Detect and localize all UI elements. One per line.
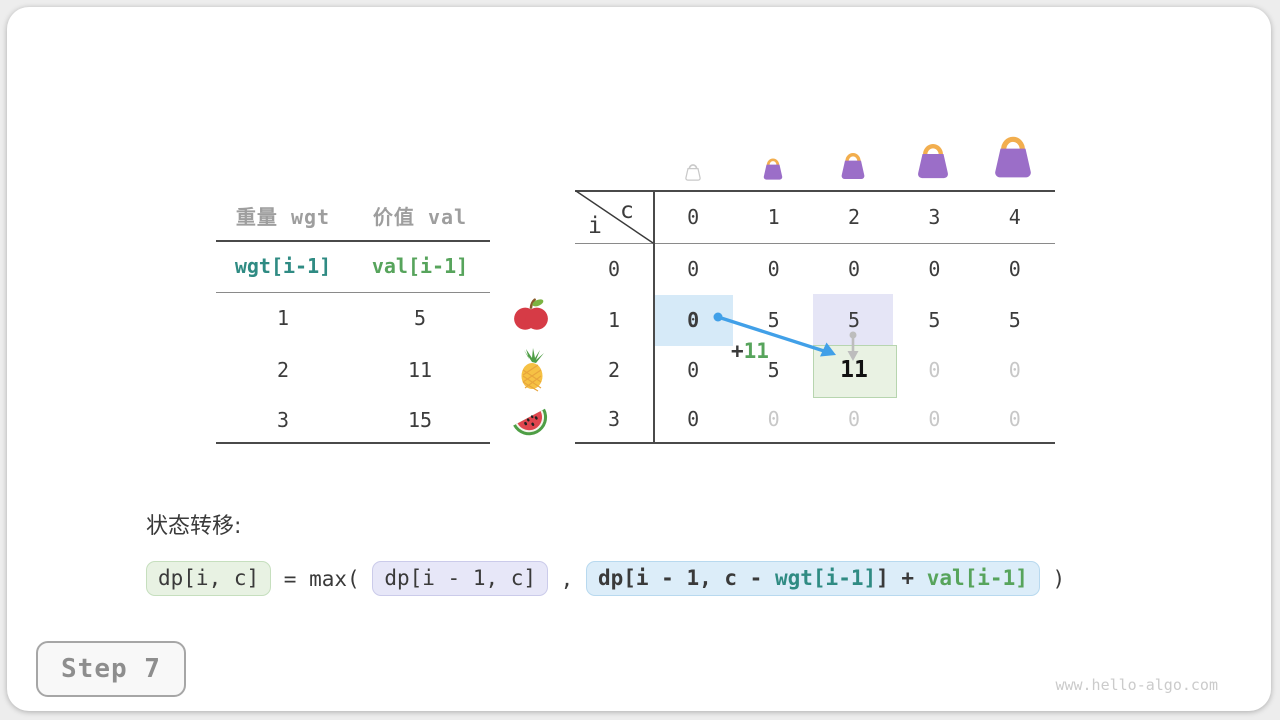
formula-close-paren: ) bbox=[1039, 566, 1066, 591]
dp-cell-compare: 5 bbox=[847, 308, 860, 332]
dp-col-header: 1 bbox=[767, 204, 780, 229]
dp-table: 0 1 2 3 4 0 0 0 0 0 0 1 0 5 5 5 5 2 0 5 … bbox=[575, 190, 1055, 443]
dp-cell: 5 bbox=[1008, 308, 1021, 332]
dp-cell: 0 bbox=[687, 358, 700, 382]
dp-cell: 0 bbox=[767, 257, 780, 281]
items-col-header-weight: 重量 wgt bbox=[235, 204, 331, 229]
dp-cell: 0 bbox=[928, 257, 941, 281]
bag-icon-s bbox=[837, 150, 869, 182]
formula-arg2-wgt: wgt[i-1] bbox=[774, 566, 877, 590]
dp-cell-pending: 0 bbox=[928, 358, 941, 382]
formula-operator: = max( bbox=[271, 566, 373, 591]
dp-table-rule bbox=[575, 442, 1055, 444]
dp-cell: 5 bbox=[767, 358, 780, 382]
dp-table-rule bbox=[575, 190, 1055, 192]
item-weight: 3 bbox=[276, 407, 290, 432]
formula-arg1-box: dp[i - 1, c] bbox=[372, 561, 549, 597]
dp-cell: 0 bbox=[847, 257, 860, 281]
formula-lhs-box: dp[i, c] bbox=[146, 561, 272, 597]
dp-col-header: 2 bbox=[847, 204, 860, 229]
dp-cell-pending: 0 bbox=[1008, 358, 1021, 382]
watermelon-icon bbox=[508, 399, 552, 441]
dp-cell-pending: 0 bbox=[847, 407, 860, 431]
plus-sign: + bbox=[731, 339, 744, 363]
dp-cell-pending: 0 bbox=[1008, 407, 1021, 431]
formula-arg2-val: val[i-1] bbox=[926, 566, 1028, 590]
formula-arg2-box: dp[i - 1, c - wgt[i-1]] + val[i-1] bbox=[585, 561, 1040, 597]
dp-col-var-label: c bbox=[620, 198, 634, 224]
formula-arg2-prefix: dp[i - 1, c - bbox=[597, 566, 775, 590]
dp-row-header: 2 bbox=[607, 358, 621, 382]
dp-table-rule bbox=[653, 190, 655, 443]
dp-cell-pending: 0 bbox=[928, 407, 941, 431]
dp-cell: 0 bbox=[687, 407, 700, 431]
transition-formula: dp[i, c] = max( dp[i - 1, c] , dp[i - 1,… bbox=[146, 561, 1066, 597]
added-value: 11 bbox=[743, 339, 769, 363]
bag-icon-xs bbox=[760, 156, 786, 182]
item-weight: 1 bbox=[276, 306, 290, 330]
empty-bag-icon bbox=[683, 162, 703, 182]
item-weight: 2 bbox=[276, 358, 290, 382]
transition-title: 状态转移: bbox=[146, 514, 242, 539]
pineapple-icon bbox=[512, 348, 552, 392]
dp-corner-cell bbox=[575, 190, 653, 243]
dp-cell-pending: 0 bbox=[767, 407, 780, 431]
dp-col-header: 3 bbox=[928, 204, 941, 229]
dp-cell: 0 bbox=[1008, 257, 1021, 281]
items-table-rule bbox=[216, 292, 490, 294]
items-table-rule bbox=[216, 240, 490, 242]
dp-cell: 5 bbox=[767, 308, 780, 332]
apple-icon bbox=[512, 296, 550, 334]
dp-table-rule bbox=[575, 243, 1055, 245]
formula-comma: , bbox=[548, 566, 586, 591]
dp-col-header: 0 bbox=[687, 204, 700, 229]
dp-cell-source: 0 bbox=[687, 308, 700, 332]
dp-row-header: 1 bbox=[607, 308, 621, 332]
item-value: 11 bbox=[407, 358, 433, 382]
items-index-val: val[i-1] bbox=[371, 254, 469, 278]
item-value: 15 bbox=[407, 407, 433, 432]
dp-cell: 0 bbox=[687, 257, 700, 281]
dp-col-header: 4 bbox=[1008, 204, 1021, 229]
dp-cell: 5 bbox=[928, 308, 941, 332]
items-table: 重量 wgt 价值 val wgt[i-1] val[i-1] 1 5 2 11… bbox=[216, 190, 490, 443]
dp-row-header: 3 bbox=[607, 407, 621, 431]
step-badge: Step 7 bbox=[36, 641, 186, 697]
items-index-wgt: wgt[i-1] bbox=[234, 254, 332, 278]
transfer-value-annotation: +11 bbox=[731, 339, 769, 363]
dp-row-var-label: i bbox=[588, 213, 602, 239]
site-watermark: www.hello-algo.com bbox=[1055, 676, 1218, 694]
bag-icon-m bbox=[912, 140, 954, 182]
item-value: 5 bbox=[413, 306, 427, 330]
formula-arg2-mid: ] + bbox=[876, 566, 927, 590]
dp-cell-target: 11 bbox=[840, 357, 868, 383]
bag-icon-l bbox=[988, 132, 1038, 182]
dp-row-header: 0 bbox=[607, 257, 621, 281]
items-col-header-value: 价值 val bbox=[372, 204, 468, 229]
items-table-rule bbox=[216, 442, 490, 444]
